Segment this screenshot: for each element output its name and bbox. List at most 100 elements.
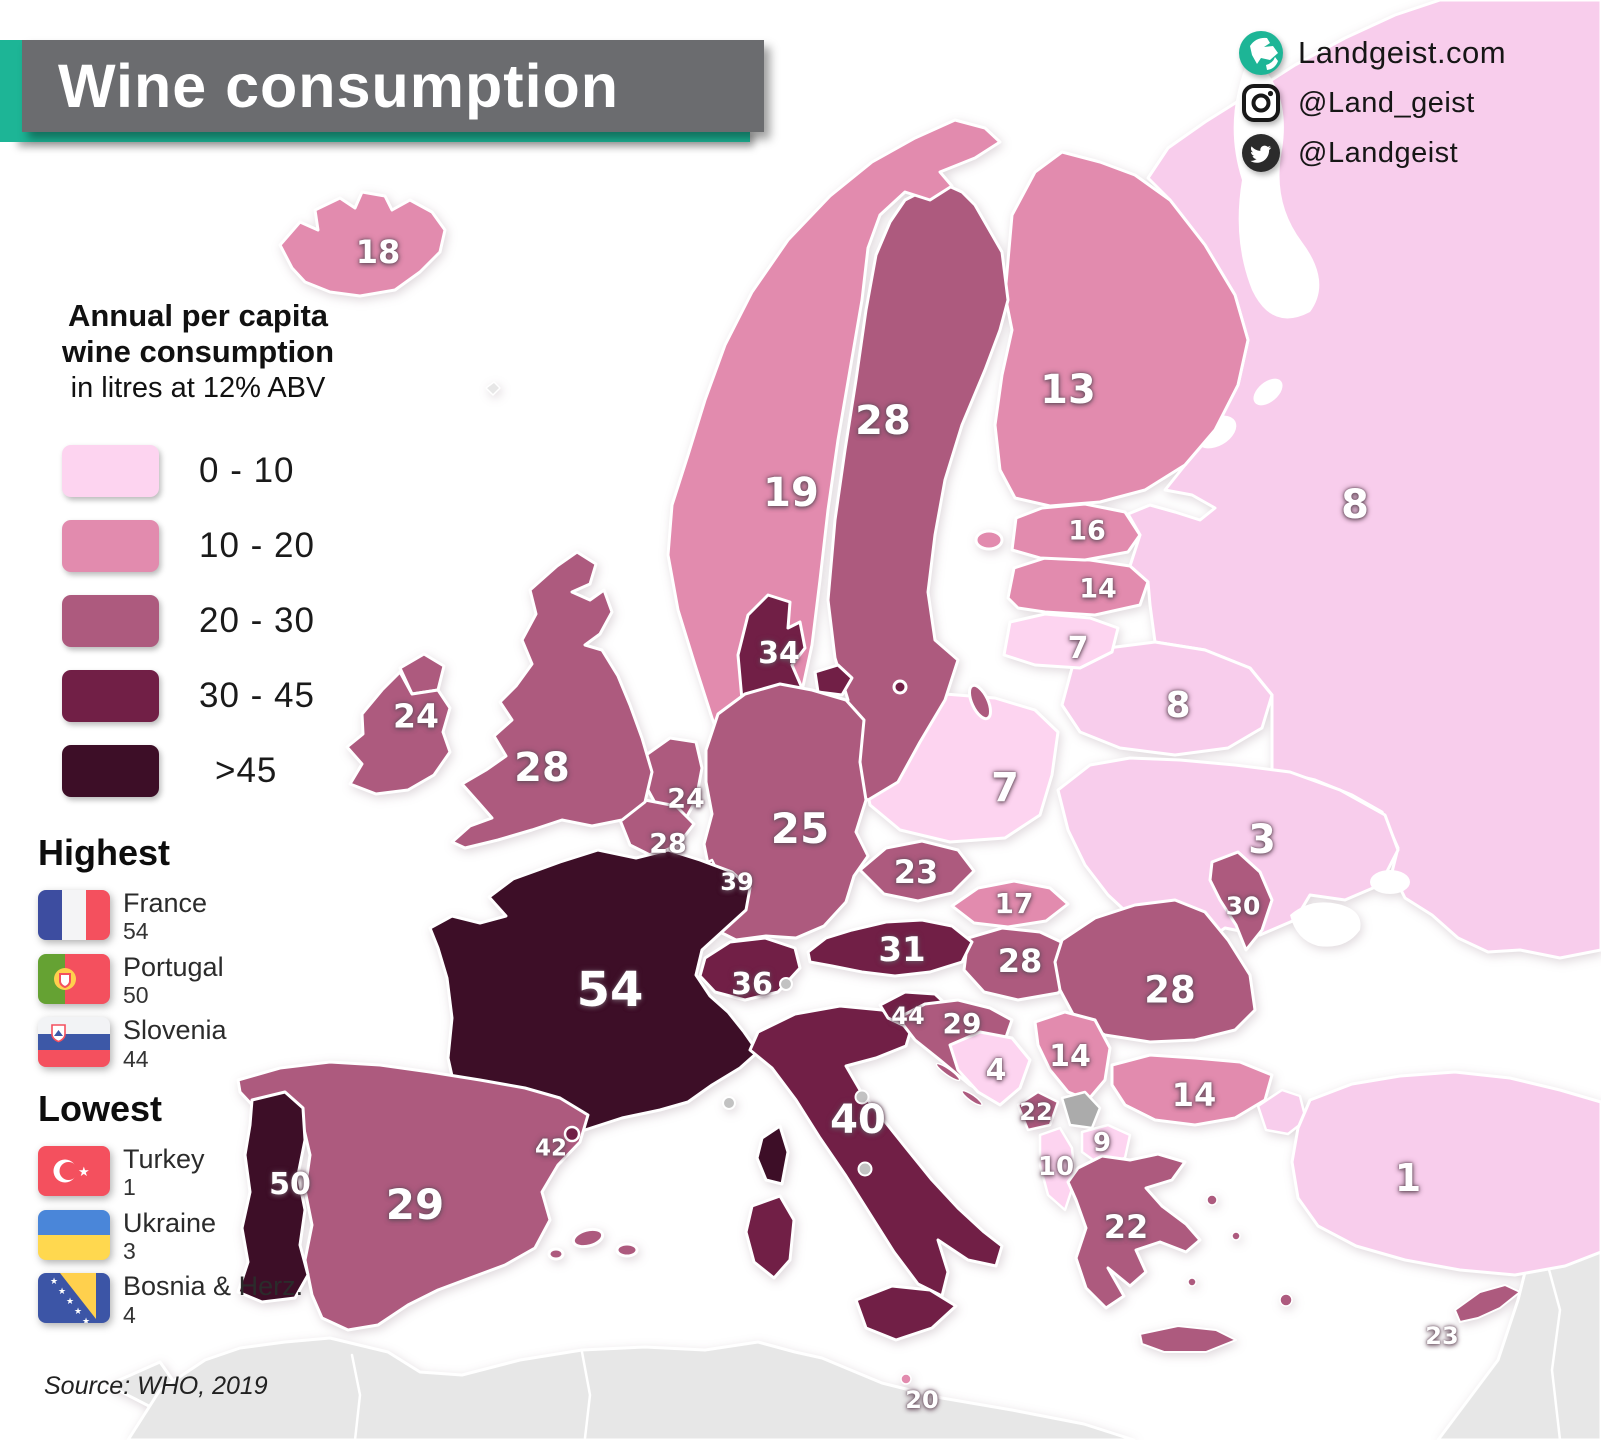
islands-faroe <box>485 381 501 396</box>
microstate-andorra <box>563 1125 581 1143</box>
highest-country-name: France <box>123 888 208 918</box>
legend-subtitle: in litres at 12% ABV <box>70 371 326 404</box>
lowest-country-name: Bosnia & Herz. <box>123 1271 304 1302</box>
island-aegean-1 <box>1206 1194 1218 1206</box>
island-aegean-2 <box>1231 1231 1241 1241</box>
turkey-flag-icon: ★ <box>38 1146 110 1196</box>
islands-balearic-1 <box>571 1227 605 1249</box>
highest-country-value: 54 <box>123 918 149 945</box>
country-austria <box>806 918 974 978</box>
border-morocco-algeria <box>350 1353 362 1440</box>
country-bulgaria <box>1110 1053 1274 1127</box>
island-saaremaa <box>974 529 1004 551</box>
instagram-icon <box>1238 83 1284 123</box>
branding-twitter[interactable]: @Landgeist <box>1238 130 1506 176</box>
legend-bin-1: 10 - 20 <box>28 509 368 584</box>
country-belgium <box>616 798 696 858</box>
country-finland <box>993 150 1250 508</box>
legend-bins: 0 - 10 10 - 20 20 - 30 30 - 45 >45 <box>28 434 368 809</box>
country-ukraine <box>1056 756 1400 947</box>
country-italy <box>748 1004 1004 1298</box>
lowest-country-name: Ukraine <box>123 1207 217 1238</box>
island-zealand <box>813 663 854 697</box>
lowest-block: Lowest ★ Turkey 1 Ukraine 3 ★ ★ ★ ★ ★ Bosnia & Her… <box>38 1088 338 1337</box>
lowest-row-bosnia: ★ ★ ★ ★ ★ Bosnia & Herz. 4 <box>38 1271 338 1328</box>
islands-dalmatia-2 <box>961 1089 983 1107</box>
svg-text:★: ★ <box>82 1317 90 1323</box>
branding-instagram[interactable]: @Land_geist <box>1238 83 1506 123</box>
highest-row-france: France 54 <box>38 888 338 945</box>
highest-country-value: 50 <box>123 981 149 1008</box>
country-cyprus <box>1454 1284 1521 1323</box>
island-gotland <box>967 683 993 721</box>
legend-title-line1: Annual per capita <box>67 298 329 333</box>
highest-heading: Highest <box>38 832 171 873</box>
country-france <box>428 848 760 1138</box>
legend-swatch-1 <box>62 520 159 573</box>
branding-website[interactable]: Landgeist.com <box>1238 30 1506 76</box>
slovenia-flag-icon <box>38 1017 110 1068</box>
country-lithuania <box>1002 612 1120 670</box>
legend-range-1: 10 - 20 <box>199 526 315 566</box>
island-aegean-3 <box>1187 1277 1197 1287</box>
border-algeria-tunisia <box>580 1350 592 1440</box>
country-bosnia <box>948 1030 1032 1107</box>
lowest-rows: ★ Turkey 1 Ukraine 3 ★ ★ ★ ★ ★ Bosnia & Herz. 4 <box>38 1144 338 1328</box>
legend-bin-3: 30 - 45 <box>28 659 368 734</box>
country-spain <box>236 1060 590 1332</box>
highest-row-portugal: Portugal 50 <box>38 951 338 1009</box>
highest-country-name: Portugal <box>123 951 224 982</box>
crimea-excluded <box>1290 902 1361 947</box>
legend-bin-4: >45 <box>28 734 368 809</box>
legend-swatch-3 <box>62 670 159 723</box>
country-turkey <box>1290 1070 1601 1277</box>
legend-swatch-0 <box>62 445 159 498</box>
svg-text:★: ★ <box>78 1165 90 1180</box>
microstate-san-marino <box>854 1089 870 1105</box>
page-title: Wine consumption <box>58 52 620 120</box>
legend-range-3: 30 - 45 <box>199 676 315 716</box>
lowest-country-value: 3 <box>123 1237 136 1264</box>
svg-text:★: ★ <box>74 1307 82 1317</box>
country-greece <box>1066 1152 1202 1310</box>
country-latvia <box>1006 556 1150 617</box>
svg-text:★: ★ <box>66 1297 74 1307</box>
legend-bin-2: 20 - 30 <box>28 584 368 659</box>
islands-balearic-2 <box>615 1242 639 1258</box>
bosnia-flag-icon: ★ ★ ★ ★ ★ <box>38 1273 110 1324</box>
islands-balearic-3 <box>547 1247 565 1261</box>
twitter-icon <box>1238 130 1284 176</box>
country-iceland <box>278 190 447 298</box>
title-banner: Wine consumption <box>22 40 764 132</box>
lake-onega <box>1253 378 1283 406</box>
highest-block: Highest France 54 Portugal 50 Slovenia 44 <box>38 832 338 1081</box>
legend-title-line2: wine consumption <box>61 333 335 369</box>
island-rhodes <box>1279 1293 1293 1307</box>
country-serbia <box>1033 1010 1112 1102</box>
country-albania <box>1038 1126 1077 1212</box>
globe-icon <box>1238 30 1284 76</box>
banner-accent <box>0 40 22 142</box>
country-romania <box>1053 898 1257 1044</box>
border-middle-east <box>1543 1253 1562 1440</box>
portugal-flag-icon <box>38 953 110 1004</box>
microstate-vatican <box>857 1161 873 1177</box>
france-flag-icon <box>38 890 110 940</box>
legend: Annual per capita wine consumption in li… <box>28 298 368 809</box>
legend-range-0: 0 - 10 <box>199 451 295 491</box>
region-north-africa-main <box>126 1336 1136 1440</box>
island-corsica <box>755 1124 790 1186</box>
highest-row-slovenia: Slovenia 44 <box>38 1015 338 1072</box>
highest-country-value: 44 <box>123 1045 149 1072</box>
island-bornholm <box>892 679 908 695</box>
website-label: Landgeist.com <box>1298 35 1507 70</box>
lowest-heading: Lowest <box>38 1088 163 1129</box>
country-montenegro <box>1016 1090 1060 1132</box>
instagram-handle: @Land_geist <box>1298 86 1475 119</box>
islands-dalmatia-1 <box>935 1062 961 1082</box>
country-netherlands <box>644 736 704 820</box>
source-note: Source: WHO, 2019 <box>44 1372 268 1400</box>
island-malta <box>900 1373 912 1385</box>
